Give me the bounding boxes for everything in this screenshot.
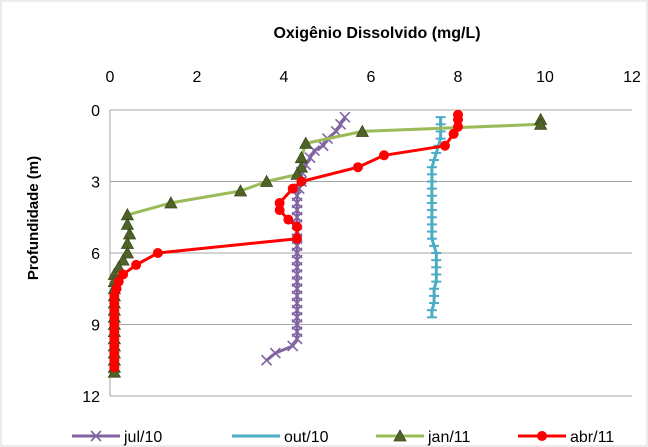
data-point: [379, 150, 390, 161]
x-tick-label: 0: [106, 69, 115, 86]
legend-marker: [393, 429, 407, 442]
data-point: [259, 174, 274, 187]
data-point: [287, 183, 298, 194]
data-point: [109, 319, 120, 330]
y-tick-label: 0: [91, 103, 100, 120]
data-point: [453, 121, 463, 132]
data-point: [122, 227, 137, 240]
data-point: [118, 269, 129, 280]
data-point: [292, 233, 303, 244]
legend-item: jan/11: [376, 429, 471, 446]
data-point: [355, 124, 369, 137]
x-tick-label: 12: [623, 69, 641, 86]
data-point: [317, 140, 329, 152]
data-point: [274, 197, 285, 208]
data-point: [109, 362, 120, 373]
data-point: [109, 340, 120, 351]
x-tick-label: 2: [193, 69, 202, 86]
data-point: [109, 348, 120, 359]
x-tick-label: 4: [280, 69, 289, 86]
data-point: [339, 111, 351, 123]
x-tick-label: 6: [367, 69, 376, 86]
data-point: [109, 333, 120, 344]
series-jul-10: [261, 111, 351, 366]
tick-labels: 0 3 6 9 12 0 2 4 6 8 10 12: [82, 69, 641, 406]
legend-label: jul/10: [123, 429, 162, 446]
data-point: [287, 340, 299, 352]
data-point: [109, 312, 120, 323]
chart-title: Oxigênio Dissolvido (mg/L): [273, 25, 480, 42]
legend-item: jul/10: [72, 429, 162, 446]
y-tick-label: 12: [82, 389, 100, 406]
y-tick-label: 9: [91, 318, 100, 335]
series-group: [107, 109, 548, 378]
data-point: [533, 117, 548, 130]
legend: jul/10 out/10 jan/11 abr/11: [72, 429, 614, 446]
data-point: [152, 248, 163, 258]
legend-label: abr/11: [570, 429, 614, 446]
data-point: [453, 114, 463, 125]
data-point: [109, 305, 120, 316]
legend-item: abr/11: [518, 429, 614, 446]
data-point: [439, 140, 450, 151]
x-tick-label: 8: [454, 69, 463, 86]
data-point: [274, 205, 285, 216]
legend-item: out/10: [232, 429, 329, 446]
data-point: [448, 128, 459, 139]
legend-label: jan/11: [427, 429, 471, 446]
data-point: [283, 214, 294, 225]
data-point: [116, 253, 130, 266]
data-point: [292, 221, 303, 232]
legend-marker: [90, 430, 102, 442]
series-out-10: [426, 116, 446, 319]
data-point: [299, 136, 313, 149]
legend-marker: [537, 431, 547, 441]
data-point: [291, 333, 303, 345]
data-point: [120, 217, 135, 230]
data-point: [109, 355, 120, 366]
y-tick-label: 3: [91, 175, 100, 192]
y-tick-label: 6: [91, 246, 100, 263]
data-point: [334, 118, 347, 130]
data-point: [294, 160, 309, 173]
data-point: [164, 196, 178, 209]
data-point: [233, 184, 248, 197]
data-point: [109, 326, 120, 337]
x-tick-label: 10: [536, 69, 554, 86]
data-point: [131, 259, 142, 270]
data-point: [296, 176, 307, 187]
legend-label: out/10: [284, 429, 329, 446]
data-point: [109, 290, 120, 301]
data-point: [352, 162, 363, 173]
data-point: [269, 347, 281, 359]
grid-lines: [109, 109, 632, 397]
data-point: [261, 354, 273, 366]
data-point: [120, 246, 135, 259]
series-abr-11: [109, 109, 463, 373]
data-point: [109, 298, 120, 309]
y-axis-label: Profundidade (m): [25, 156, 42, 280]
